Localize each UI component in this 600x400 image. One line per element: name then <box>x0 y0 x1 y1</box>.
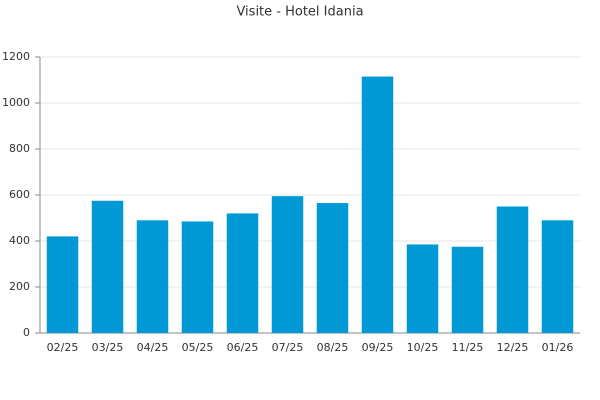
x-tick-label: 07/25 <box>272 341 304 354</box>
x-tick-label: 04/25 <box>137 341 169 354</box>
x-tick-label: 10/25 <box>407 341 439 354</box>
x-tick-label: 11/25 <box>452 341 484 354</box>
bar <box>406 244 439 333</box>
bar <box>316 203 349 333</box>
y-tick-label: 800 <box>9 142 30 155</box>
bar <box>541 220 574 333</box>
bar <box>271 196 304 333</box>
x-tick-label: 02/25 <box>47 341 79 354</box>
y-tick-label: 1200 <box>2 50 30 63</box>
y-tick-label: 600 <box>9 188 30 201</box>
x-tick-label: 03/25 <box>92 341 124 354</box>
bar <box>361 76 394 334</box>
x-tick-label: 05/25 <box>182 341 214 354</box>
x-tick-label: 08/25 <box>317 341 349 354</box>
y-tick-label: 0 <box>23 326 30 339</box>
y-tick-label: 400 <box>9 234 30 247</box>
chart-title: Visite - Hotel Idania <box>236 5 363 20</box>
bar <box>181 221 214 333</box>
bar <box>226 213 259 333</box>
bar <box>136 220 169 333</box>
y-tick-label: 1000 <box>2 96 30 109</box>
x-tick-label: 01/26 <box>542 341 574 354</box>
bar <box>496 206 529 333</box>
x-tick-label: 12/25 <box>497 341 529 354</box>
x-tick-label: 09/25 <box>362 341 394 354</box>
bar <box>451 246 484 333</box>
y-tick-label: 200 <box>9 280 30 293</box>
bar <box>91 200 124 333</box>
x-tick-label: 06/25 <box>227 341 259 354</box>
bar <box>46 236 79 333</box>
